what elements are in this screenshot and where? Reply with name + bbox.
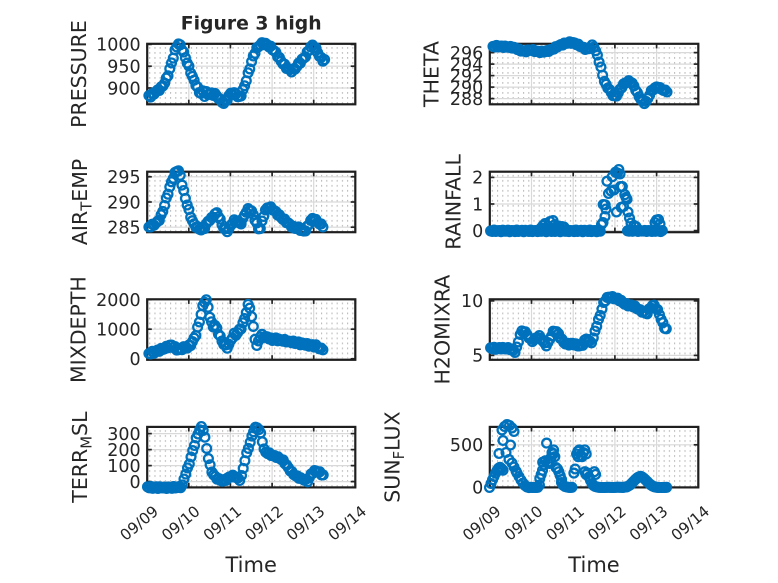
svg-text:500: 500 bbox=[450, 436, 483, 456]
svg-text:RAINFALL: RAINFALL bbox=[441, 154, 465, 250]
svg-text:SUNFLUX: SUNFLUX bbox=[381, 411, 409, 502]
svg-text:290: 290 bbox=[107, 193, 140, 213]
svg-text:300: 300 bbox=[107, 425, 140, 445]
svg-text:900: 900 bbox=[107, 79, 140, 99]
svg-text:THETA: THETA bbox=[420, 41, 444, 108]
svg-text:Time: Time bbox=[567, 553, 619, 577]
svg-text:200: 200 bbox=[107, 441, 140, 461]
svg-text:1000: 1000 bbox=[96, 321, 141, 341]
svg-text:10: 10 bbox=[461, 292, 483, 312]
svg-text:0: 0 bbox=[472, 479, 483, 499]
svg-text:295: 295 bbox=[107, 168, 140, 188]
svg-text:285: 285 bbox=[107, 219, 140, 239]
svg-text:0: 0 bbox=[130, 350, 141, 370]
svg-text:1000: 1000 bbox=[96, 36, 141, 56]
svg-text:294: 294 bbox=[450, 55, 483, 75]
svg-text:950: 950 bbox=[107, 58, 140, 78]
svg-text:0: 0 bbox=[472, 222, 483, 242]
svg-text:2000: 2000 bbox=[96, 291, 141, 311]
svg-text:MIXDEPTH: MIXDEPTH bbox=[67, 276, 91, 383]
svg-text:296: 296 bbox=[450, 44, 483, 64]
svg-text:292: 292 bbox=[450, 67, 483, 87]
svg-text:AIRTEMP: AIRTEMP bbox=[68, 159, 96, 245]
svg-text:288: 288 bbox=[450, 90, 483, 110]
svg-text:PRESSURE: PRESSURE bbox=[67, 20, 91, 128]
svg-text:TERRMSL: TERRMSL bbox=[68, 411, 96, 504]
svg-text:Time: Time bbox=[224, 553, 276, 577]
svg-text:H2OMIXRA: H2OMIXRA bbox=[430, 275, 454, 385]
svg-text:290: 290 bbox=[450, 78, 483, 98]
svg-text:0: 0 bbox=[130, 473, 141, 493]
svg-text:100: 100 bbox=[107, 457, 140, 477]
svg-text:1: 1 bbox=[472, 195, 483, 215]
svg-text:2: 2 bbox=[472, 169, 483, 189]
svg-text:Figure 3 high: Figure 3 high bbox=[181, 14, 322, 35]
svg-text:5: 5 bbox=[472, 347, 483, 367]
